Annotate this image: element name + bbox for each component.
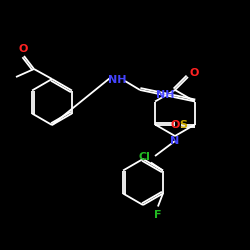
Text: NH: NH: [108, 75, 126, 85]
Text: O: O: [170, 120, 179, 130]
Text: N: N: [170, 136, 179, 146]
Text: Cl: Cl: [139, 152, 151, 162]
Text: NH: NH: [156, 90, 174, 101]
Text: O: O: [18, 44, 28, 54]
Text: O: O: [189, 68, 199, 78]
Text: F: F: [154, 210, 162, 220]
Text: S: S: [179, 120, 187, 130]
